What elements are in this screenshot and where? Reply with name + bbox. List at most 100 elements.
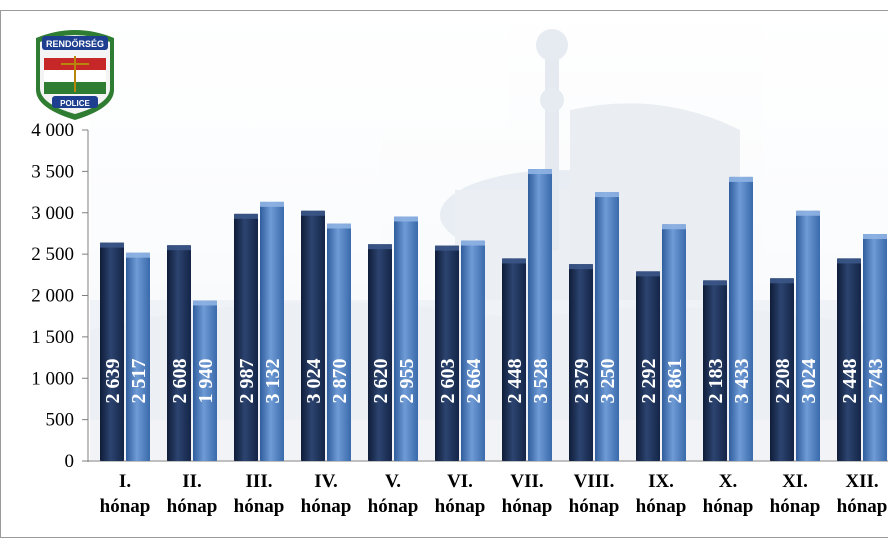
bars-group: 2 639 2 517 2 608 1 940 2 987 3 132 3 024 2 870…: [100, 169, 887, 462]
data-label: 2 448: [504, 359, 526, 404]
data-label: 2 603: [437, 359, 459, 404]
data-label: 3 132: [262, 359, 284, 404]
y-tick-label: 1 000: [31, 368, 74, 389]
bar: [595, 192, 619, 461]
y-tick-label: 1 500: [31, 327, 74, 348]
bar-cap: [770, 278, 794, 284]
bar: [528, 169, 552, 462]
bar: [703, 280, 727, 461]
chart-border: [0, 10, 888, 538]
data-label: 2 955: [396, 359, 418, 404]
bar-cap: [234, 213, 258, 219]
data-label: 2 639: [102, 359, 124, 404]
bar-cap: [435, 245, 459, 251]
y-tick-label: 2 500: [31, 244, 74, 265]
bar: [636, 271, 660, 461]
bar: [100, 242, 124, 461]
y-tick-label: 4 000: [31, 120, 74, 141]
x-tick-label: IV.: [314, 471, 337, 492]
bar: [368, 244, 392, 461]
bar: [260, 201, 284, 461]
logo-bottom-text: POLICE: [60, 99, 90, 108]
x-tick-label: I.: [119, 471, 131, 492]
bar: [569, 264, 593, 461]
bar-cap: [327, 223, 351, 229]
bar: [461, 240, 485, 461]
bar: [796, 210, 820, 461]
data-label: 3 024: [798, 359, 820, 404]
x-tick-label-sub: hónap: [301, 496, 352, 517]
bar: [863, 234, 887, 461]
data-label: 3 433: [731, 359, 753, 404]
bar-cap: [796, 210, 820, 216]
data-label: 2 379: [571, 359, 593, 404]
bar-cap: [528, 169, 552, 175]
data-label: 3 024: [303, 359, 325, 404]
x-tick-label: XII.: [845, 471, 878, 492]
bar-cap: [368, 244, 392, 250]
bar: [837, 258, 861, 461]
bar: [502, 258, 526, 461]
bar-cap: [662, 224, 686, 230]
bar-cap: [863, 234, 887, 240]
bar: [327, 223, 351, 461]
data-label: 2 987: [236, 359, 258, 404]
bar-cap: [167, 245, 191, 251]
data-label: 2 743: [865, 359, 887, 404]
x-axis-ticks: I. hónap II. hónap III. hónap IV. hónap V. hónap V…: [100, 471, 888, 517]
x-tick-label: V.: [385, 471, 401, 492]
y-tick-label: 3 000: [31, 203, 74, 224]
x-tick-label: XI.: [782, 471, 808, 492]
x-tick-label-sub: hónap: [636, 496, 687, 517]
logo-top-text: RENDŐRSÉG: [46, 38, 104, 49]
data-label: 2 664: [463, 359, 485, 404]
bar: [394, 216, 418, 461]
y-tick-label: 3 500: [31, 161, 74, 182]
data-label: 3 528: [530, 359, 552, 404]
x-tick-label-sub: hónap: [502, 496, 553, 517]
bar-cap: [729, 176, 753, 182]
bar-cap: [595, 192, 619, 198]
bar: [435, 245, 459, 461]
x-tick-label-sub: hónap: [703, 496, 754, 517]
x-tick-label-sub: hónap: [435, 496, 486, 517]
bar: [729, 176, 753, 461]
x-tick-label: III.: [246, 471, 273, 492]
x-tick-label: X.: [719, 471, 737, 492]
x-tick-label: II.: [182, 471, 202, 492]
bar-cap: [301, 210, 325, 216]
bar: [193, 300, 217, 461]
x-tick-label-sub: hónap: [837, 496, 888, 517]
x-tick-label-sub: hónap: [368, 496, 419, 517]
y-tick-label: 2 000: [31, 286, 74, 307]
bar: [662, 224, 686, 461]
data-label: 2 448: [839, 359, 861, 404]
data-label: 2 183: [705, 359, 727, 404]
x-tick-label-sub: hónap: [167, 496, 218, 517]
x-tick-label: IX.: [648, 471, 674, 492]
bar: [126, 252, 150, 461]
data-label: 2 870: [329, 359, 351, 404]
bar-cap: [193, 300, 217, 306]
bar-cap: [126, 252, 150, 258]
x-tick-label: VII.: [510, 471, 543, 492]
bar-cap: [260, 201, 284, 207]
bar-cap: [461, 240, 485, 246]
x-tick-label-sub: hónap: [569, 496, 620, 517]
x-tick-label-sub: hónap: [100, 496, 151, 517]
bar-cap: [100, 242, 124, 248]
x-tick-label: VI.: [447, 471, 473, 492]
data-label: 2 608: [169, 359, 191, 404]
bar-cap: [636, 271, 660, 277]
y-tick-label: 0: [65, 451, 75, 472]
bar-cap: [569, 264, 593, 270]
bar-cap: [703, 280, 727, 286]
bar: [770, 278, 794, 461]
bar: [301, 210, 325, 461]
data-label: 3 250: [597, 359, 619, 404]
x-tick-label-sub: hónap: [234, 496, 285, 517]
data-label: 2 292: [638, 359, 660, 404]
data-label: 1 940: [195, 359, 217, 404]
data-label: 2 861: [664, 359, 686, 404]
